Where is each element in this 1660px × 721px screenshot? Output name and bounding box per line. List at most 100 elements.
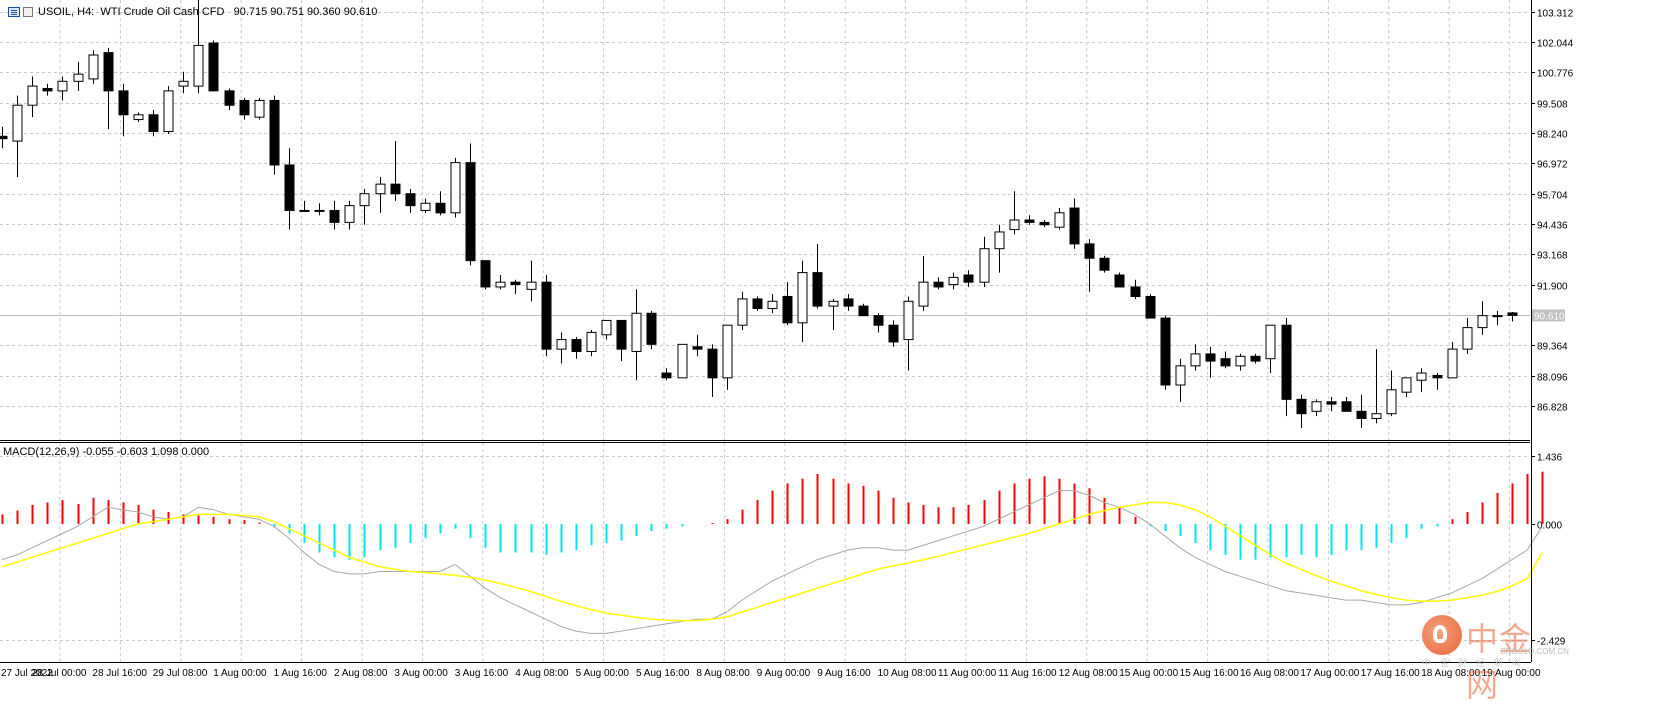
candle-body[interactable] bbox=[148, 114, 159, 133]
candle-body[interactable] bbox=[994, 231, 1005, 250]
candle-body[interactable] bbox=[843, 298, 854, 307]
candle-body[interactable] bbox=[888, 324, 899, 343]
candle-body[interactable] bbox=[73, 73, 84, 82]
candle-body[interactable] bbox=[375, 183, 386, 195]
candle-body[interactable] bbox=[299, 209, 310, 212]
candle-body[interactable] bbox=[631, 312, 642, 353]
candle-body[interactable] bbox=[239, 99, 250, 116]
candle-body[interactable] bbox=[27, 85, 38, 106]
candle-body[interactable] bbox=[1084, 243, 1095, 259]
candle-body[interactable] bbox=[12, 104, 23, 142]
candle-body[interactable] bbox=[737, 298, 748, 326]
candle-body[interactable] bbox=[1371, 413, 1382, 419]
candle-body[interactable] bbox=[782, 296, 793, 324]
candle-body[interactable] bbox=[1069, 207, 1080, 245]
candle-body[interactable] bbox=[1432, 374, 1443, 379]
candle-body[interactable] bbox=[828, 300, 839, 307]
candle-body[interactable] bbox=[1326, 401, 1337, 405]
candle-body[interactable] bbox=[1507, 312, 1518, 316]
candle-body[interactable] bbox=[1462, 327, 1473, 350]
candle-body[interactable] bbox=[284, 164, 295, 211]
candle-body[interactable] bbox=[692, 346, 703, 350]
candle-body[interactable] bbox=[510, 281, 521, 286]
candle-body[interactable] bbox=[480, 260, 491, 288]
candle-body[interactable] bbox=[979, 248, 990, 283]
candle-body[interactable] bbox=[42, 87, 53, 92]
candle-body[interactable] bbox=[314, 209, 325, 212]
candle-body[interactable] bbox=[1190, 353, 1201, 367]
candle-body[interactable] bbox=[1145, 296, 1156, 319]
candle-body[interactable] bbox=[858, 305, 869, 317]
candle-body[interactable] bbox=[1356, 410, 1367, 419]
candle-body[interactable] bbox=[616, 319, 627, 350]
candle-body[interactable] bbox=[1009, 219, 1020, 231]
candle-body[interactable] bbox=[707, 348, 718, 379]
candle-body[interactable] bbox=[329, 209, 340, 223]
candle-body[interactable] bbox=[1160, 317, 1171, 386]
candle-body[interactable] bbox=[435, 202, 446, 214]
candle-body[interactable] bbox=[601, 319, 612, 336]
candle-body[interactable] bbox=[359, 193, 370, 207]
candle-body[interactable] bbox=[118, 90, 129, 116]
candle-body[interactable] bbox=[163, 90, 174, 133]
candle-body[interactable] bbox=[677, 343, 688, 379]
candle-body[interactable] bbox=[722, 324, 733, 379]
candle-body[interactable] bbox=[963, 274, 974, 283]
candle-body[interactable] bbox=[1024, 219, 1035, 223]
candle-body[interactable] bbox=[1039, 221, 1050, 226]
candle-body[interactable] bbox=[420, 202, 431, 211]
candle-body[interactable] bbox=[1235, 355, 1246, 367]
candle-body[interactable] bbox=[1175, 365, 1186, 386]
candle-body[interactable] bbox=[1130, 286, 1141, 298]
candle-body[interactable] bbox=[571, 339, 582, 353]
candle-body[interactable] bbox=[1205, 353, 1216, 362]
candle-body[interactable] bbox=[390, 183, 401, 195]
candle-body[interactable] bbox=[586, 331, 597, 353]
candle-body[interactable] bbox=[208, 42, 219, 92]
candle-body[interactable] bbox=[556, 339, 567, 350]
candle-body[interactable] bbox=[1099, 257, 1110, 271]
candle-body[interactable] bbox=[495, 281, 506, 288]
candle-body[interactable] bbox=[1341, 401, 1352, 412]
candle-body[interactable] bbox=[344, 205, 355, 223]
candle-body[interactable] bbox=[405, 193, 416, 207]
candle-body[interactable] bbox=[450, 162, 461, 214]
candle-body[interactable] bbox=[661, 372, 672, 379]
candle-body[interactable] bbox=[193, 44, 204, 87]
candle-body[interactable] bbox=[873, 315, 884, 326]
candle-body[interactable] bbox=[767, 300, 778, 309]
candle-body[interactable] bbox=[1386, 389, 1397, 415]
candle-body[interactable] bbox=[1401, 377, 1412, 393]
candle-body[interactable] bbox=[1447, 348, 1458, 379]
candle-body[interactable] bbox=[1281, 324, 1292, 400]
candle-body[interactable] bbox=[1265, 324, 1276, 360]
candle-body[interactable] bbox=[541, 281, 552, 350]
candle-body[interactable] bbox=[57, 80, 68, 92]
candle-body[interactable] bbox=[752, 298, 763, 309]
candle-body[interactable] bbox=[1250, 355, 1261, 362]
candle-body[interactable] bbox=[903, 300, 914, 341]
candle-body[interactable] bbox=[933, 281, 944, 288]
candle-body[interactable] bbox=[797, 272, 808, 324]
candle-body[interactable] bbox=[1492, 315, 1503, 318]
candle-body[interactable] bbox=[133, 114, 144, 121]
candle-body[interactable] bbox=[1296, 398, 1307, 415]
candle-body[interactable] bbox=[88, 54, 99, 80]
candle-body[interactable] bbox=[918, 281, 929, 307]
candle-body[interactable] bbox=[948, 276, 959, 286]
candle-body[interactable] bbox=[465, 162, 476, 262]
candle-body[interactable] bbox=[812, 272, 823, 307]
candle-body[interactable] bbox=[1054, 212, 1065, 228]
candle-body[interactable] bbox=[269, 99, 280, 166]
candle-body[interactable] bbox=[646, 312, 657, 345]
candle-body[interactable] bbox=[1416, 372, 1427, 381]
candle-body[interactable] bbox=[224, 90, 235, 106]
candle-body[interactable] bbox=[178, 80, 189, 87]
candle-body[interactable] bbox=[0, 135, 8, 140]
candle-body[interactable] bbox=[254, 99, 265, 118]
candle-body[interactable] bbox=[103, 52, 114, 92]
candle-body[interactable] bbox=[1311, 401, 1322, 412]
candle-body[interactable] bbox=[1114, 274, 1125, 288]
candle-body[interactable] bbox=[1220, 358, 1231, 367]
